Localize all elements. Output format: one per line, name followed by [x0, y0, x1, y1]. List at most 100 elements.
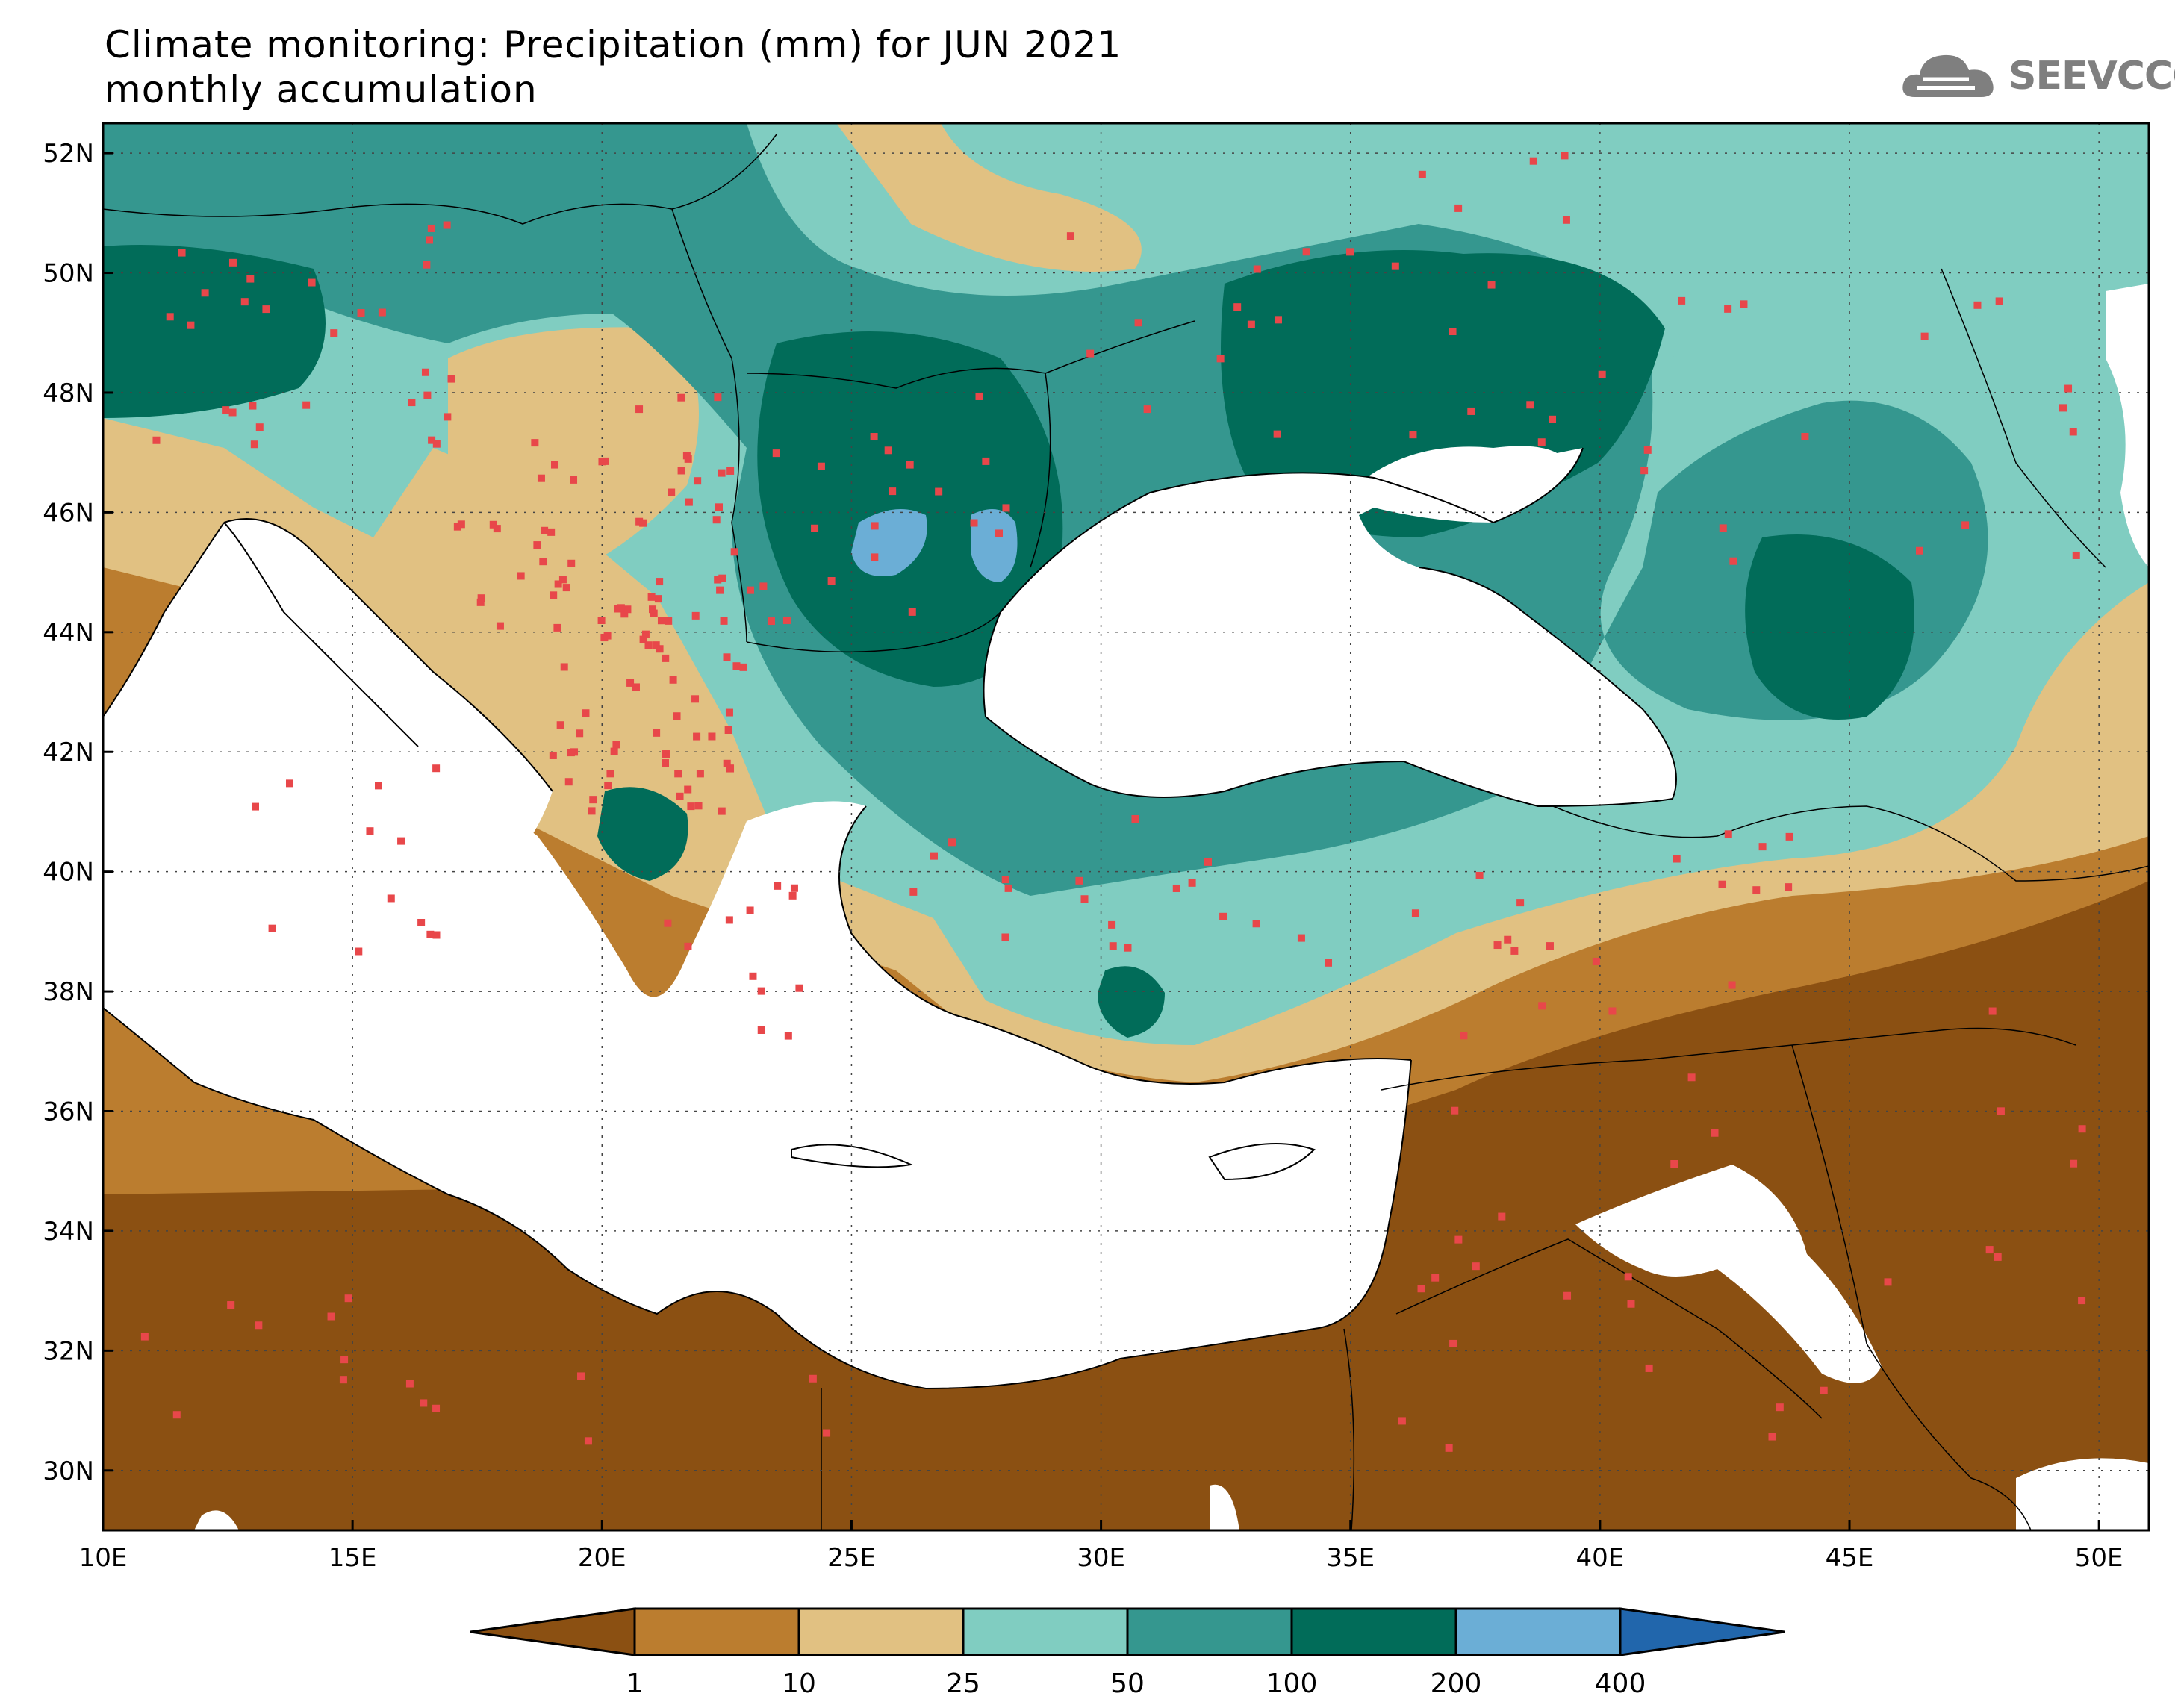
station-marker — [811, 524, 819, 532]
lon-tick-label: 45E — [1826, 1543, 1874, 1573]
station-marker — [725, 916, 733, 924]
station-marker — [493, 525, 501, 533]
station-marker — [457, 520, 465, 529]
station-marker — [975, 392, 983, 400]
station-marker — [1884, 1278, 1892, 1286]
station-marker — [1086, 349, 1095, 358]
station-marker — [576, 729, 584, 738]
lon-tick-label: 35E — [1326, 1543, 1375, 1573]
station-marker — [1670, 1159, 1678, 1168]
station-marker — [656, 578, 664, 586]
station-marker — [639, 519, 647, 527]
station-marker — [344, 1294, 352, 1303]
station-marker — [817, 462, 825, 470]
station-marker — [1740, 300, 1748, 308]
station-marker — [809, 1374, 817, 1383]
station-marker — [1994, 1253, 2002, 1261]
mediterranean-sea — [103, 523, 1411, 1388]
station-marker — [564, 778, 573, 786]
lat-tick-label: 48N — [43, 378, 94, 408]
station-marker — [691, 695, 700, 703]
station-marker — [790, 884, 798, 892]
station-marker — [2059, 404, 2067, 412]
station-marker — [694, 477, 702, 485]
colorbar-label: 200 — [1431, 1668, 1482, 1699]
lat-tick-label: 44N — [43, 618, 94, 648]
station-marker — [489, 520, 497, 529]
station-marker — [1973, 301, 1982, 309]
station-marker — [732, 662, 741, 670]
station-marker — [1449, 328, 1457, 336]
station-marker — [1516, 899, 1525, 907]
station-marker — [285, 779, 293, 788]
station-marker — [453, 523, 461, 531]
station-marker — [1233, 303, 1242, 311]
station-marker — [366, 827, 374, 835]
station-marker — [1451, 1106, 1459, 1115]
latitude-axis: 52N 50N 48N 46N 44N 42N 40N 38N 36N 34N 32N 30N — [43, 139, 113, 1486]
station-marker — [909, 888, 918, 896]
station-marker — [1719, 524, 1727, 532]
station-marker — [1460, 1032, 1468, 1040]
station-marker — [549, 751, 557, 759]
station-marker — [1549, 415, 1557, 423]
station-marker — [1274, 316, 1282, 324]
colorbar-box — [1454, 1607, 1622, 1656]
station-marker — [408, 399, 416, 407]
station-marker — [1124, 944, 1132, 952]
station-marker — [1066, 232, 1074, 240]
station-marker — [668, 488, 676, 496]
sea-of-azov — [1366, 446, 1568, 523]
station-marker — [251, 802, 259, 811]
seevccc-logo: SEEVCCC — [1900, 45, 2175, 105]
station-marker — [567, 559, 576, 567]
station-marker — [255, 1321, 263, 1330]
station-marker — [1252, 920, 1260, 928]
station-marker — [827, 577, 836, 585]
station-marker — [1297, 934, 1305, 942]
lat-tick-label: 50N — [43, 259, 94, 289]
station-marker — [650, 609, 658, 617]
station-marker — [1080, 895, 1089, 903]
station-marker — [1768, 1433, 1776, 1441]
station-marker — [423, 261, 431, 269]
station-marker — [739, 663, 747, 671]
station-marker — [693, 732, 701, 741]
station-marker — [432, 440, 441, 448]
station-marker — [696, 770, 704, 778]
station-marker — [302, 401, 311, 409]
station-marker — [432, 931, 441, 939]
lat-tick-label: 32N — [43, 1336, 94, 1366]
station-marker — [1302, 248, 1310, 256]
colorbar-label: 100 — [1266, 1668, 1318, 1699]
station-marker — [1493, 941, 1502, 950]
station-marker — [1418, 170, 1426, 178]
station-marker — [228, 258, 237, 267]
station-marker — [1592, 957, 1600, 965]
station-marker — [201, 289, 209, 297]
station-marker — [657, 617, 665, 625]
station-marker — [712, 516, 721, 524]
cloud-icon — [1902, 54, 1994, 97]
station-marker — [725, 708, 733, 717]
colorbar-label: 25 — [946, 1668, 980, 1699]
station-marker — [1510, 947, 1519, 955]
station-marker — [577, 1372, 585, 1380]
station-marker — [1678, 296, 1686, 305]
station-marker — [685, 498, 693, 506]
station-marker — [1253, 265, 1261, 273]
station-marker — [723, 759, 731, 767]
station-marker — [562, 584, 570, 592]
station-marker — [1247, 320, 1255, 328]
station-marker — [1724, 305, 1732, 313]
station-marker — [222, 406, 230, 414]
station-marker — [644, 641, 653, 649]
station-marker — [140, 1333, 149, 1341]
title-line-1: Climate monitoring: Precipitation (mm) f… — [105, 23, 1122, 66]
station-marker — [726, 467, 735, 475]
station-marker — [553, 623, 561, 632]
station-marker — [1624, 1273, 1632, 1281]
lat-tick-label: 34N — [43, 1217, 94, 1247]
station-marker — [1467, 407, 1475, 415]
station-marker — [447, 375, 455, 383]
